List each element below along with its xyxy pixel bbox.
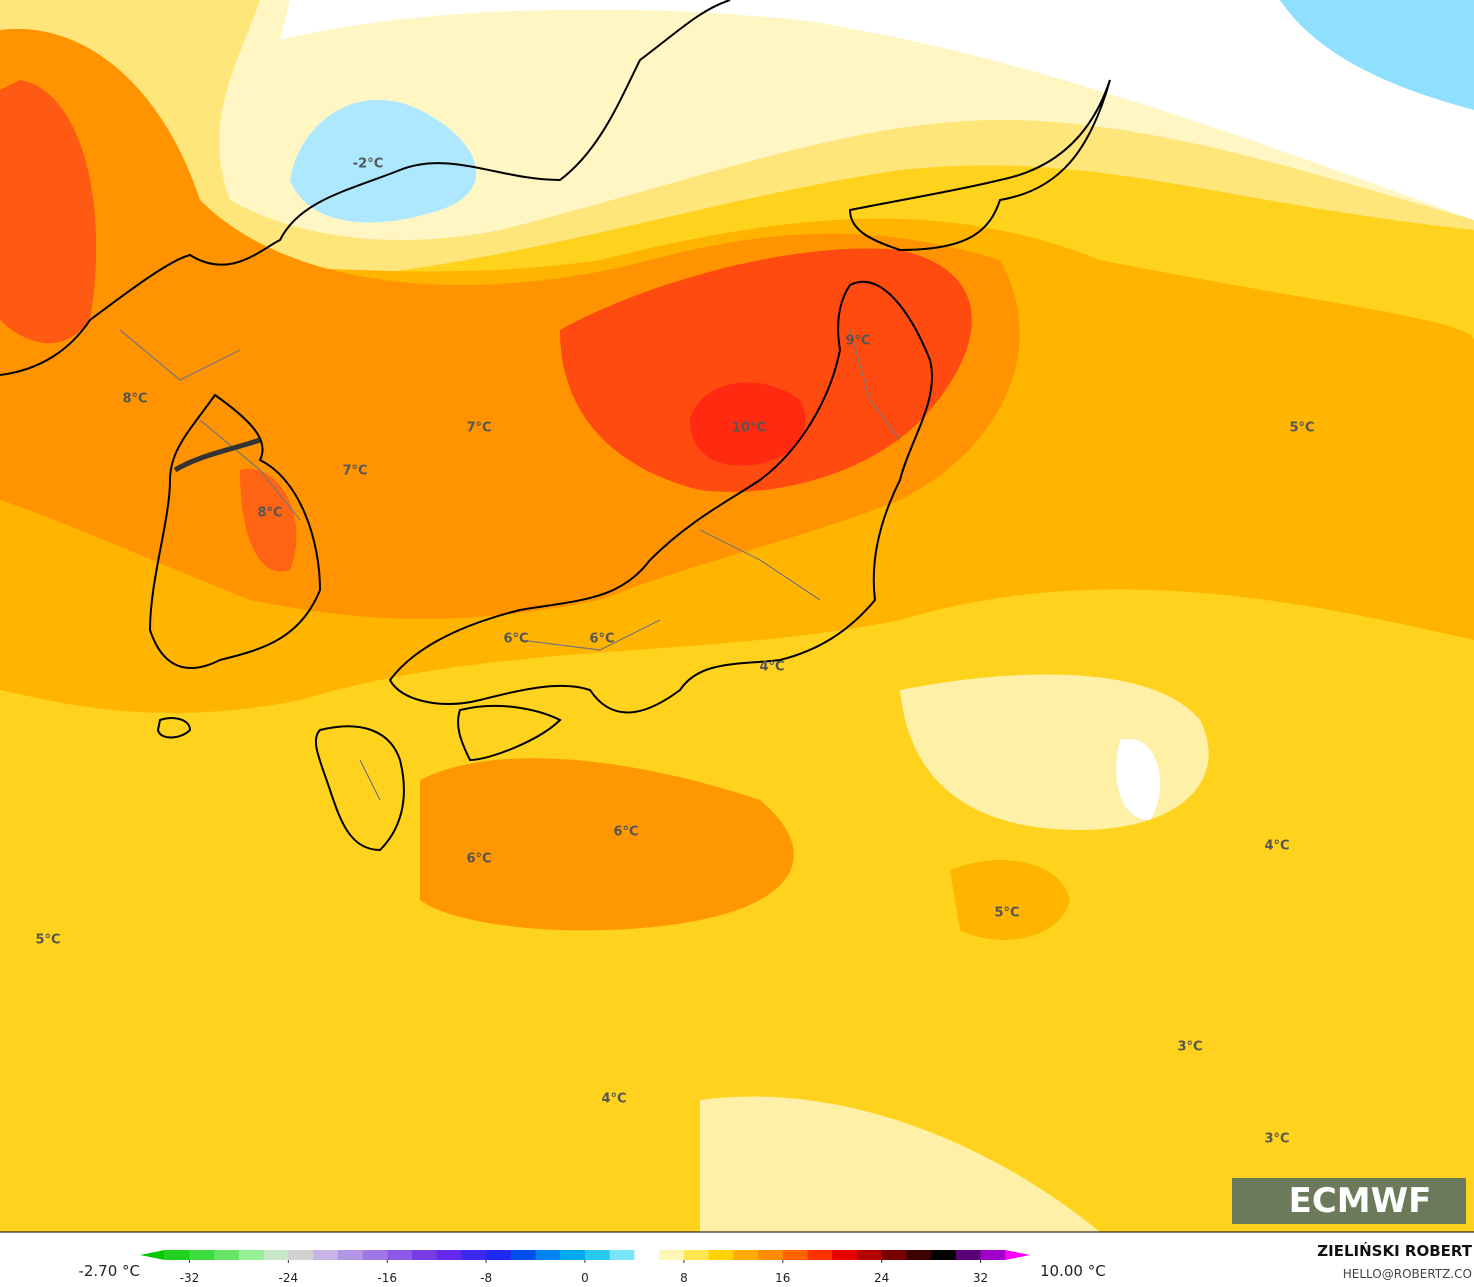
temp-label: 5°C <box>1289 421 1314 436</box>
colorbar: -32 -24 -16 -8 0 8 16 24 32 <box>140 1250 1030 1285</box>
colorbar-segment <box>263 1250 289 1260</box>
temp-label: 6°C <box>613 825 638 840</box>
temperature-field <box>0 0 1474 1232</box>
colorbar-segment <box>758 1250 784 1260</box>
logo-box: ECMWF <box>1232 1178 1466 1224</box>
colorbar-tip <box>140 1250 165 1260</box>
colorbar-segment <box>337 1250 363 1260</box>
colorbar-segment <box>510 1250 537 1260</box>
email: HELLO@ROBERTZ.CO <box>1343 1267 1472 1281</box>
colorbar-segment <box>411 1250 438 1260</box>
colorbar-segment <box>782 1250 808 1260</box>
borders <box>119 329 901 801</box>
colorbar-segment <box>238 1250 265 1260</box>
colorbar-segment <box>214 1250 240 1260</box>
colorbar-segment <box>955 1250 982 1260</box>
colorbar-segment <box>609 1250 635 1260</box>
colorbar-min-label: -2.70 °C <box>78 1262 140 1280</box>
temp-label: 3°C <box>1177 1040 1202 1055</box>
colorbar-tick-label: 0 <box>581 1271 589 1285</box>
colorbar-segment <box>560 1250 586 1260</box>
colorbar-tick-label: 16 <box>775 1271 790 1285</box>
colorbar-segment <box>659 1250 685 1260</box>
colorbar-segment <box>708 1250 734 1260</box>
coastlines <box>0 0 1111 852</box>
temp-label: 6°C <box>503 632 528 647</box>
logo-text: ECMWF <box>1289 1181 1432 1221</box>
colorbar-tick-label: -8 <box>480 1271 492 1285</box>
colorbar-segment <box>288 1250 314 1260</box>
colorbar-tick-label: -32 <box>180 1271 200 1285</box>
colorbar-segment <box>931 1250 957 1260</box>
colorbar-tick-label: -24 <box>279 1271 299 1285</box>
colorbar-segment <box>362 1250 388 1260</box>
colorbar-segment <box>313 1250 339 1260</box>
colorbar-segment <box>683 1250 710 1260</box>
colorbar-segment <box>486 1250 512 1260</box>
colorbar-tick-label: 8 <box>680 1271 688 1285</box>
colorbar-tick-label: 24 <box>874 1271 889 1285</box>
colorbar-segment <box>585 1250 611 1260</box>
colorbar-tip <box>1005 1250 1030 1260</box>
temp-label: 10°C <box>732 421 766 436</box>
temp-label: 6°C <box>589 632 614 647</box>
temp-label: 6°C <box>466 852 491 867</box>
temp-label: 9°C <box>845 334 870 349</box>
temp-label: 4°C <box>601 1092 626 1107</box>
colorbar-segment <box>189 1250 215 1260</box>
temp-label: 4°C <box>1264 839 1289 854</box>
colorbar-segment <box>535 1250 561 1260</box>
temp-label: 8°C <box>257 506 282 521</box>
colorbar-tick-label: 32 <box>973 1271 988 1285</box>
colorbar-segment <box>733 1250 759 1260</box>
colorbar-segment <box>832 1250 858 1260</box>
colorbar-tick-label: -16 <box>377 1271 397 1285</box>
temp-label: 7°C <box>466 421 491 436</box>
colorbar-segment <box>461 1250 487 1260</box>
colorbar-segment <box>980 1250 1006 1260</box>
temp-label: 5°C <box>994 906 1019 921</box>
temperature-labels: -2°C 9°C 8°C 7°C 10°C 7°C 8°C 5°C 6°C 6°C 4°C 6°C 6°… <box>35 157 1314 1147</box>
colorbar-segment <box>164 1250 190 1260</box>
temp-label: 4°C <box>759 660 784 675</box>
colorbar-max-label: 10.00 °C <box>1040 1262 1106 1280</box>
colorbar-segment <box>387 1250 413 1260</box>
colorbar-segment <box>881 1250 907 1260</box>
temp-label: 8°C <box>122 392 147 407</box>
temp-label: 3°C <box>1264 1132 1289 1147</box>
colorbar-segment <box>436 1250 462 1260</box>
dmz-line <box>173 437 261 473</box>
temp-label: -2°C <box>353 157 383 172</box>
author: ZIELIŃSKI ROBERT <box>1317 1241 1472 1260</box>
temp-label: 5°C <box>35 933 60 948</box>
colorbar-segment <box>856 1250 883 1260</box>
colorbar-segment <box>807 1250 833 1260</box>
temp-label: 7°C <box>342 464 367 479</box>
colorbar-segment <box>634 1250 660 1260</box>
colorbar-segment <box>906 1250 932 1260</box>
